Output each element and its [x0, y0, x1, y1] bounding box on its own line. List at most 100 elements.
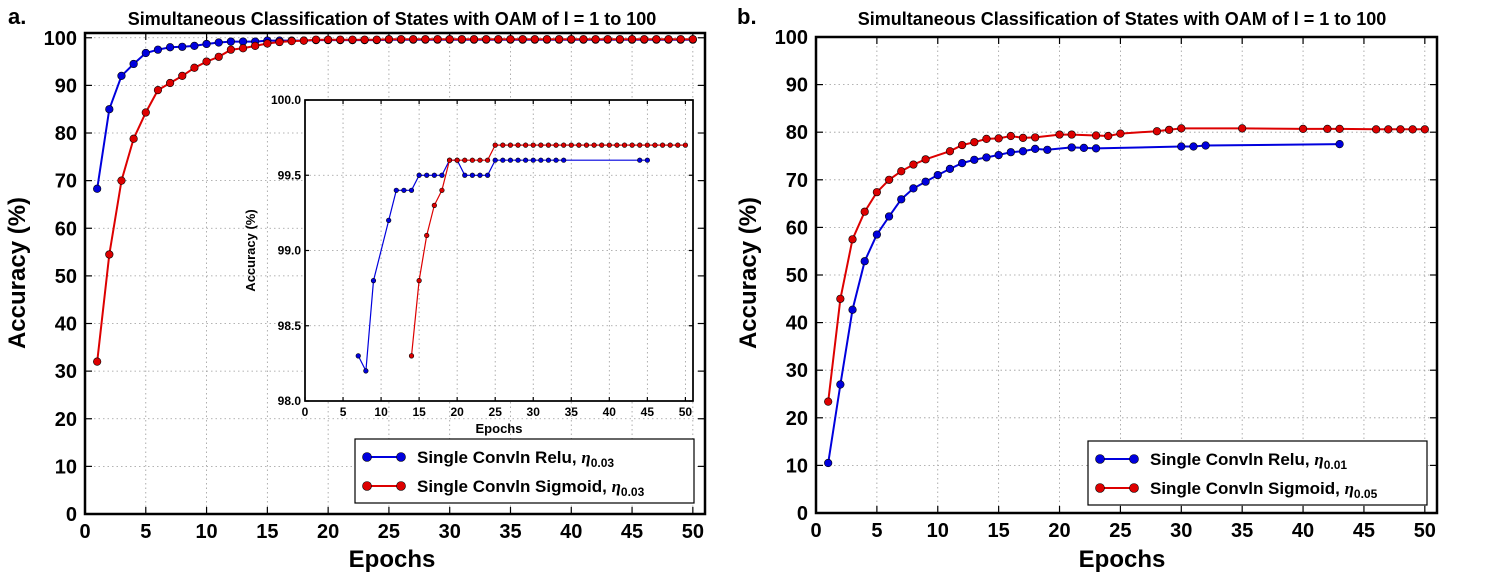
- panel-a-inset-series-0-point: [477, 172, 483, 178]
- panel-a-series-0-point: [178, 42, 187, 51]
- panel-b-series-1-point: [1335, 124, 1344, 133]
- panel-b-series-1-point: [1298, 124, 1308, 133]
- panel-b-y-tick-label: 100: [775, 27, 808, 49]
- panel-b-x-axis-label: Epochs: [1079, 546, 1166, 573]
- panel-b-series-1-point: [884, 175, 894, 184]
- panel-a-inset-y-tick-label: 98.0: [278, 394, 302, 408]
- panel-b-series-1-point: [1067, 130, 1076, 139]
- panel-b-series-0-point: [945, 164, 955, 173]
- panel-a-y-tick-label: 40: [55, 314, 77, 336]
- panel-a-series-1-point: [226, 45, 235, 54]
- panel-a-inset-series-1-point: [500, 142, 506, 148]
- panel-b-series-0-point: [884, 212, 894, 221]
- panel-a-series-1-point: [324, 35, 333, 44]
- panel-a-inset-series-1-point: [682, 142, 688, 148]
- panel-a-series-1-point: [348, 35, 357, 44]
- panel-a-series-1-point: [251, 41, 260, 50]
- panel-b-series-1-point: [1018, 133, 1028, 143]
- panel-b-series-0-point: [1067, 143, 1076, 152]
- panel-a-series-0-point: [202, 39, 211, 49]
- panel-a-inset-series-1-point: [424, 232, 430, 239]
- panel-a-series-1-point: [117, 176, 126, 185]
- panel-b-x-tick-label: 50: [1414, 520, 1436, 542]
- panel-a-inset-series-0-point: [523, 157, 529, 163]
- panel-b-series-1-point: [1323, 124, 1332, 133]
- panel-a-series-0-point: [129, 59, 138, 69]
- panel-a-series-1-point: [165, 78, 175, 88]
- panel-a-series-0-point: [165, 43, 175, 52]
- panel-b-chart: 0 5 10 15 20 25 30 35 40 45 50 0 10 20 30 40 50 60 70 80 90 1…: [775, 27, 1439, 542]
- panel-b-series-1-point: [1372, 125, 1381, 134]
- panel-b-series-0-point: [872, 230, 881, 239]
- panel-a-x-tick-label: 30: [439, 521, 461, 543]
- panel-a-inset-series-1-point: [408, 353, 415, 359]
- panel-a-series-1-point: [299, 36, 308, 45]
- panel-b-legend-swatch-marker-1: [1095, 483, 1105, 493]
- panel-a-series-1-point: [433, 35, 442, 44]
- panel-b-legend-eta-1: η: [1345, 479, 1354, 498]
- panel-b-series-1-point: [1177, 124, 1186, 133]
- panel-a-series-1-point: [567, 35, 576, 44]
- panel-a-inset-series-0-point: [644, 157, 650, 163]
- panel-a-inset-series-1-point: [416, 278, 422, 284]
- panel-a-inset-x-tick-label: 35: [565, 405, 579, 419]
- panel-a-inset-frame: [304, 99, 694, 402]
- panel-a-series-0-point: [117, 71, 126, 80]
- panel-b-legend-eta-0: η: [1314, 450, 1323, 469]
- panel-b-x-tick-label: 10: [927, 520, 949, 542]
- panel-b-legend-label-0: Single Convln Relu, η0.01: [1150, 450, 1347, 472]
- panel-a-inset-series-0-point: [500, 157, 506, 163]
- panel-a-inset-series-1-point: [523, 142, 529, 148]
- panel-b-series-0-line: [827, 143, 1340, 464]
- panel-b-series-1-point: [836, 294, 845, 303]
- panel-a-inset-y-tick-label: 99.5: [278, 168, 302, 182]
- panel-a-inset-series-0-point: [431, 172, 437, 178]
- panel-b-x-tick-label: 20: [1048, 520, 1070, 542]
- panel-b-series-1-point: [848, 235, 857, 244]
- panel-a-series-1-point: [506, 35, 515, 44]
- panel-a-chart: 0 5 10 15 20 25 30 35 40 45 5001020304050607080901…: [44, 28, 707, 543]
- panel-a-legend-name-1: Single Convln Sigmoid,: [417, 477, 612, 496]
- panel-a-inset-series-1-point: [659, 142, 666, 148]
- panel-a-series-0-point: [153, 45, 163, 54]
- panel-a-series-1-point: [372, 35, 381, 44]
- panel-b-series-0-point: [860, 257, 869, 266]
- panel-a-legend-swatch-marker-1: [396, 481, 406, 491]
- panel-b-series-0-point: [1335, 140, 1344, 149]
- panel-a-y-tick-label: 60: [55, 218, 77, 240]
- panel-b-series-1-point: [1238, 124, 1247, 133]
- panel-b-series-0-point: [1091, 144, 1101, 153]
- panel-b-series-0-point: [1006, 148, 1015, 157]
- panel-a-series-0-point: [214, 38, 223, 47]
- panel-a-inset-series-0-point: [355, 353, 361, 359]
- panel-b-series-0-point: [1079, 143, 1088, 153]
- panel-a-inset-y-tick-label: 99.0: [278, 244, 302, 258]
- panel-a-series-1-point: [640, 35, 649, 44]
- panel-b-series-1-point: [1055, 130, 1064, 139]
- panel-b-series-1-point: [1165, 125, 1174, 134]
- panel-a-inset-series-0-point: [530, 157, 536, 163]
- panel-a-x-tick-label: 45: [621, 521, 643, 543]
- panel-a-series-1-point: [664, 35, 673, 44]
- panel-a-series-1-point: [482, 35, 491, 44]
- panel-b-series-1-point: [1408, 125, 1417, 134]
- panel-a-inset-series-1-point: [545, 142, 552, 148]
- panel-b-series-0-point: [1031, 144, 1040, 153]
- panel-a-series-1-point: [384, 35, 394, 44]
- panel-b-series-0-point: [921, 177, 930, 186]
- panel-a-inset-series-1-point: [530, 142, 536, 148]
- panel-a-inset: 0 5 10 15 20 25 30 35 40 45 50 98.0 98.5 99.0 99.5 100.…: [243, 93, 694, 436]
- panel-b-series-0-point: [1177, 142, 1186, 151]
- panel-a-inset-series-0-point: [462, 172, 468, 178]
- panel-a-y-tick-label: 20: [55, 409, 77, 431]
- panel-a-series-1-point: [469, 35, 479, 44]
- panel-a-inset-series-1-point: [644, 142, 650, 148]
- panel-a-inset-x-tick-label: 45: [641, 405, 655, 419]
- panel-b-legend: [1087, 440, 1428, 506]
- panel-a-inset-series-1-point: [462, 157, 468, 163]
- panel-a-inset-series-1-point: [515, 142, 521, 148]
- panel-a-y-tick-label: 50: [55, 266, 77, 288]
- panel-a-series-1-point: [579, 35, 588, 44]
- panel-b-series-0-point: [982, 153, 991, 162]
